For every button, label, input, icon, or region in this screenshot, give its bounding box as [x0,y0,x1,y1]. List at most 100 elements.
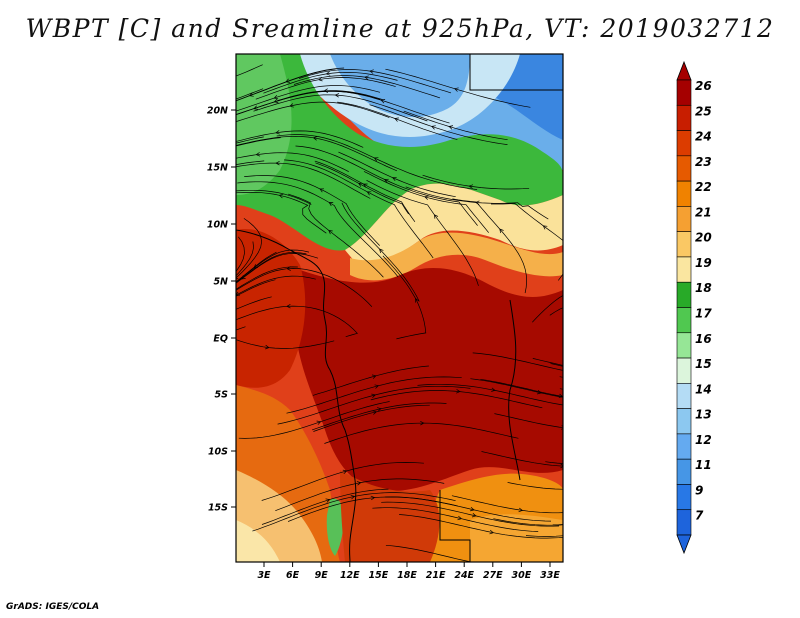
streamline-arrow [542,225,548,230]
streamline [559,376,563,378]
streamline [525,535,563,537]
streamline [286,376,462,414]
streamline [559,388,563,390]
streamline [549,307,563,316]
streamline-arrow [371,393,377,398]
streamline-arrow [433,214,439,219]
lat-label: 10S [208,447,228,458]
colorbar-label: 20 [695,231,712,245]
colorbar-swatch [676,180,692,207]
streamline-arrow [374,384,380,389]
streamline-arrow [537,389,542,395]
streamline-arrow [265,344,270,350]
colorbar-label: 13 [695,408,712,422]
streamline [253,94,428,122]
streamline [399,514,563,539]
streamline [366,179,479,286]
streamline [236,64,263,77]
lat-label: EQ [213,334,228,345]
streamline [403,110,508,141]
colorbar-top-arrow [676,60,692,81]
page-title: WBPT [C] and Sreamline at 925hPa, VT: 20… [25,14,775,43]
streamline-arrow [470,506,475,512]
streamline-arrow [424,195,429,200]
streamline-arrow [431,125,436,130]
streamline-arrow [255,152,261,157]
streamline-arrow [657,375,661,379]
streamline [237,181,399,278]
streamline [338,151,456,198]
streamline [507,482,563,490]
streamline [236,136,264,144]
colorbar-swatch [676,307,692,334]
streamline [236,253,319,284]
streamline [552,524,563,526]
streamline [363,171,489,233]
streamline [417,383,563,406]
credit-text: GrADS: IGES/COLA [6,602,100,612]
streamline [236,152,349,173]
colorbar-label: 25 [695,104,712,118]
streamline-arrow [364,75,369,80]
streamline [236,130,364,148]
streamline [422,174,530,190]
streamline [236,305,358,338]
streamline [238,401,390,439]
lon-label: 12E [340,570,360,581]
streamline [263,71,398,94]
streamline-arrow [456,389,461,394]
streamline [244,175,380,246]
streamline-arrow [491,387,496,392]
lon-label: 6E [286,570,300,581]
lon-label: 18E [397,570,417,581]
streamline-arrow [328,229,333,235]
streamline [236,296,272,310]
streamline-arrow [334,93,340,98]
streamline [236,67,345,101]
colorbar-swatch [676,281,692,308]
streamline-arrow [212,191,216,195]
colorbar-label: 19 [695,256,712,270]
streamline-arrow [499,228,504,234]
lon-label: 15E [369,570,389,581]
streamline [337,101,458,140]
streamline [532,295,563,323]
streamline-arrow [176,318,180,322]
streamline [236,266,298,290]
streamline [545,461,563,464]
streamline-arrow [379,248,384,254]
wbpt-shaded-field [236,54,563,562]
streamline-arrow [289,103,294,108]
streamline-arrow [384,178,389,183]
streamline [493,518,563,526]
streamline [236,160,265,165]
streamline [236,279,276,297]
streamline-arrow [471,513,477,518]
streamline [236,252,307,284]
streamline-arrow [286,266,291,271]
lon-label: 33E [540,570,560,581]
streamlines [176,64,661,562]
streamline-arrow [286,303,291,309]
streamline [385,68,531,108]
streamline [494,413,563,428]
streamline [369,104,508,145]
streamline [236,191,327,234]
streamline [236,90,354,116]
streamline [277,385,471,425]
colorbar-swatch [676,130,692,157]
streamline [236,135,398,172]
streamline [451,495,563,514]
streamline-arrow [199,321,203,325]
colorbar-label: 21 [695,205,712,219]
colorbar-label: 22 [695,180,712,194]
streamline-arrow [222,295,226,298]
streamline-arrow [201,108,205,112]
colorbar-label: 18 [695,281,712,295]
streamline-arrow [648,504,652,508]
colorbar-label: 23 [695,155,712,169]
colorbar-swatch [676,357,692,384]
lat-label: 20N [207,106,228,117]
streamline [255,77,396,100]
streamline-arrow [448,125,454,130]
